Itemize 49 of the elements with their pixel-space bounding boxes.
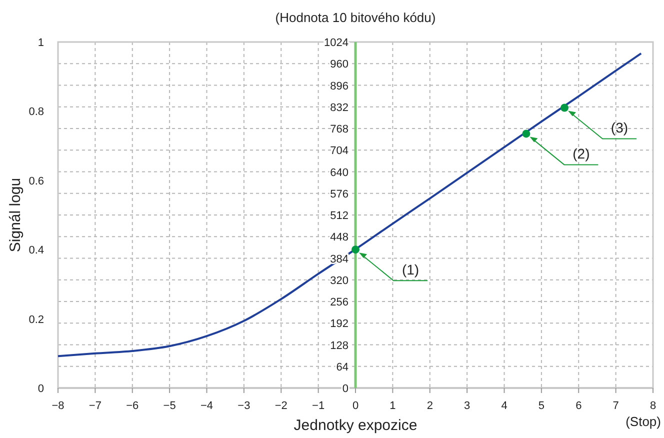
y2-tick-label: 960: [330, 58, 348, 71]
x-tick-label: −3: [238, 400, 250, 412]
x-tick-label: 3: [464, 400, 470, 412]
y2-tick-label: 896: [330, 80, 348, 92]
y2-tick-label: 0: [342, 383, 348, 395]
x-tick-label: 5: [538, 400, 544, 412]
x-tick-label: −8: [52, 400, 64, 412]
y2-tick-label: 1024: [324, 37, 348, 49]
x-tick-label: 6: [576, 400, 582, 412]
x-tick-label: −7: [88, 400, 102, 412]
y2-tick-label: 640: [330, 166, 348, 179]
y2-tick-label: 64: [336, 361, 348, 374]
x-tick-label: −2: [274, 400, 288, 412]
y-tick-label: 0.4: [28, 244, 44, 257]
y-tick-label: 0.2: [28, 314, 44, 326]
x-tick-label: −6: [126, 400, 139, 412]
annotation: (2): [572, 146, 590, 162]
y2-tick-label: 128: [330, 340, 348, 352]
y2-tick-label: 256: [330, 296, 348, 308]
point: [560, 104, 568, 112]
y2-tick-label: 512: [330, 210, 348, 222]
y-tick-label: 0.6: [28, 175, 44, 188]
y2-tick-label: 320: [330, 274, 348, 287]
x-tick-label: 8: [650, 400, 656, 412]
line-series: [57, 52, 642, 358]
x-tick-label: −1: [312, 400, 325, 412]
annotation: (1): [402, 262, 420, 278]
y2-tick-label: 832: [330, 102, 348, 114]
y-tick-label: 1: [38, 37, 44, 49]
y2-axis-title: (Hodnota 10 bitového kódu): [275, 10, 436, 25]
x-tick-label: 2: [426, 400, 433, 412]
y-axis-title: Signál logu: [7, 178, 24, 252]
y2-tick-label: 704: [330, 145, 348, 158]
point: [522, 130, 530, 138]
y-tick-label: 0.8: [28, 106, 44, 118]
y2-tick-label: 768: [330, 124, 348, 136]
y2-tick-label: 192: [330, 318, 348, 330]
x-tick-label: 4: [501, 400, 508, 412]
x-tick-label: −4: [200, 400, 214, 412]
text: (Stop): [626, 414, 661, 429]
y2-tick-label: 448: [330, 232, 348, 244]
y2-tick-label: 576: [330, 188, 348, 200]
x-tick-label: −5: [163, 400, 176, 412]
x-tick-label: 0: [352, 400, 359, 412]
annotation: (3): [610, 120, 628, 136]
x-tick-label: 1: [390, 400, 396, 412]
x-tick-label: 7: [612, 400, 619, 412]
y-tick-label: 0: [38, 383, 44, 395]
x-axis-title: Jednotky expozice: [294, 417, 418, 434]
